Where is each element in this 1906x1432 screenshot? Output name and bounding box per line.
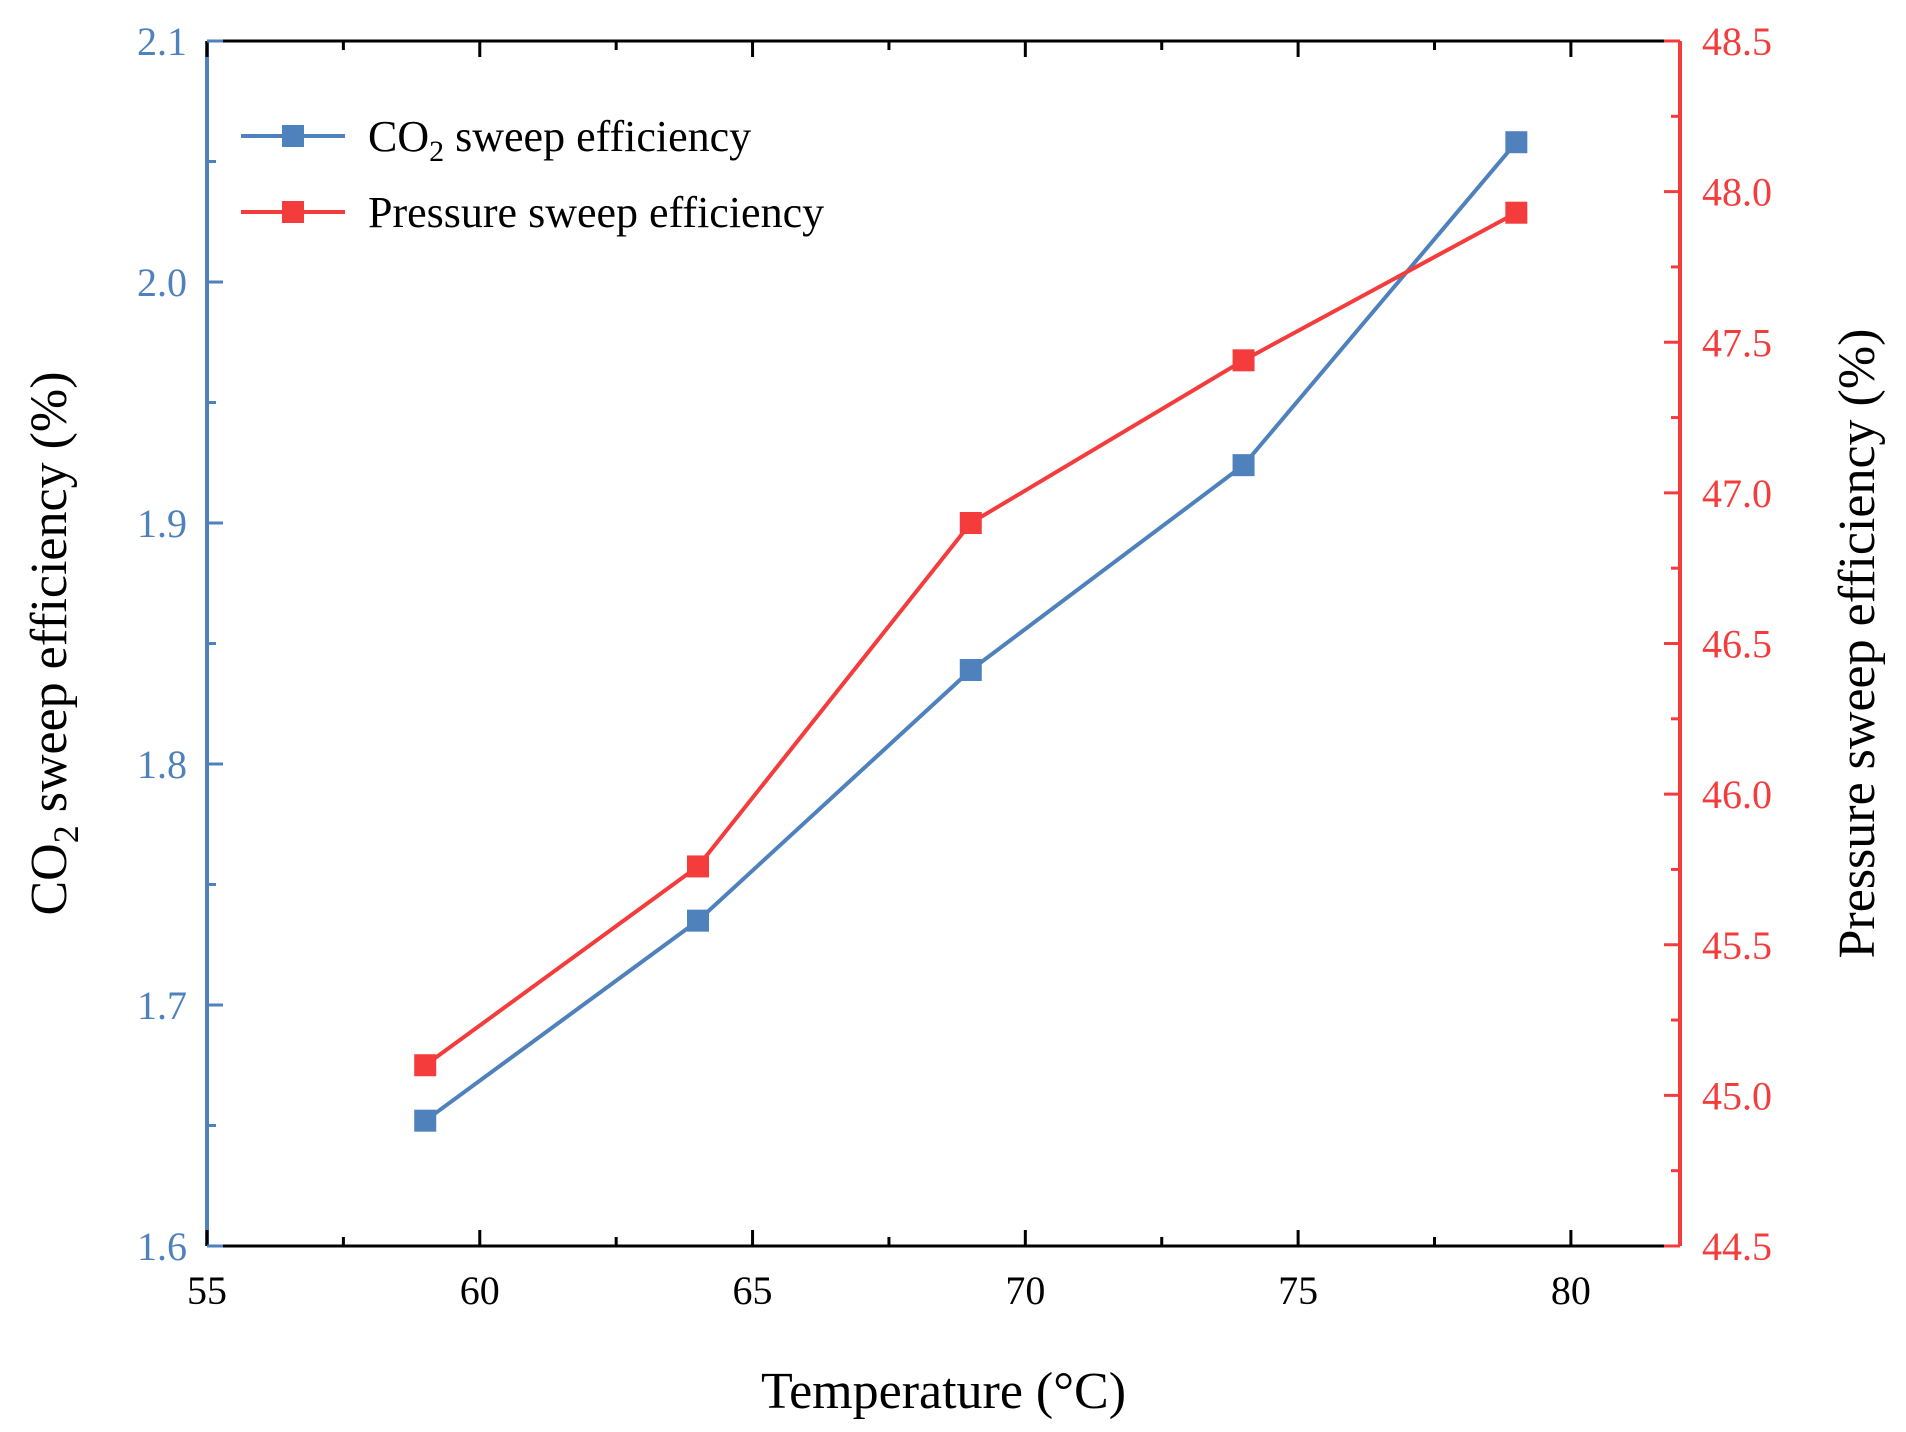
right-y-tick-label: 48.5	[1702, 19, 1772, 64]
data-point	[687, 855, 709, 878]
right-y-tick-label: 45.0	[1702, 1073, 1772, 1118]
left-y-axis-title-subscript: 2	[46, 825, 86, 843]
x-axis-title: Temperature (°C)	[761, 1363, 1126, 1420]
legend-label-subscript: 2	[429, 135, 444, 168]
legend-label-main: Pressure sweep efficiency	[368, 188, 824, 237]
data-point	[1232, 454, 1255, 477]
x-tick-label: 60	[460, 1268, 500, 1313]
legend-label-rest: sweep efficiency	[444, 112, 751, 161]
left-y-tick-label: 2.1	[137, 19, 187, 64]
right-y-tick-label: 45.5	[1702, 923, 1772, 968]
legend-marker	[282, 201, 304, 223]
left-y-tick-label: 1.8	[137, 742, 187, 787]
right-y-tick-label: 46.5	[1702, 622, 1772, 667]
left-y-axis-title-main: CO	[21, 843, 78, 915]
data-point	[1505, 131, 1528, 154]
data-point	[959, 512, 982, 534]
right-y-tick-label: 48.0	[1702, 170, 1772, 215]
series-pressure	[414, 201, 1528, 1077]
legend-label: CO2 sweep efficiency	[368, 112, 751, 168]
left-y-axis-title: CO2 sweep efficiency (%)	[21, 371, 86, 915]
series-co2	[414, 131, 1528, 1132]
right-y-tick-label: 44.5	[1702, 1224, 1772, 1269]
left-y-axis-title-rest: sweep efficiency (%)	[21, 371, 78, 825]
legend-marker	[282, 125, 304, 147]
x-tick-label: 75	[1278, 1268, 1318, 1313]
data-point	[687, 909, 709, 932]
left-y-tick-label: 1.6	[137, 1224, 187, 1269]
series-line	[424, 140, 1518, 1123]
x-tick-label: 80	[1551, 1268, 1591, 1313]
x-tick-label: 55	[187, 1268, 227, 1313]
x-tick-label: 65	[733, 1268, 773, 1313]
data-point	[414, 1054, 437, 1077]
legend-label-main: CO	[368, 112, 429, 161]
series-line	[424, 210, 1518, 1067]
data-point	[959, 659, 982, 682]
legend-label: Pressure sweep efficiency	[368, 188, 824, 237]
data-point	[1232, 349, 1255, 372]
right-y-tick-label: 46.0	[1702, 772, 1772, 817]
left-y-tick-label: 1.9	[137, 501, 187, 546]
right-y-tick-label: 47.5	[1702, 320, 1772, 365]
right-y-tick-label: 47.0	[1702, 471, 1772, 516]
legend: CO2 sweep efficiency Pressure sweep effic…	[241, 112, 824, 237]
x-tick-label: 70	[1005, 1268, 1045, 1313]
data-point	[414, 1109, 437, 1132]
data-point	[1505, 201, 1528, 224]
left-y-tick-label: 2.0	[137, 260, 187, 305]
right-y-axis-title: Pressure sweep efficiency (%)	[1829, 329, 1886, 959]
left-y-tick-label: 1.7	[137, 983, 187, 1028]
